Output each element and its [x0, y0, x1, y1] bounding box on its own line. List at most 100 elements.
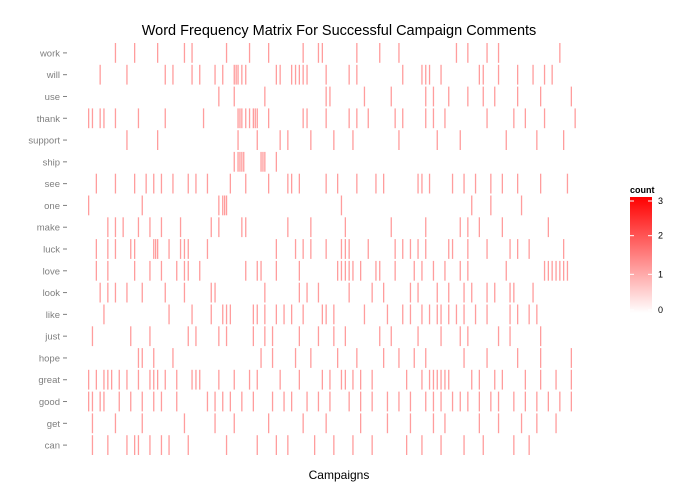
y-tick-label: luck — [43, 245, 60, 256]
heatmap-cell — [291, 304, 293, 325]
heatmap-cell — [528, 239, 530, 259]
heatmap-cell — [233, 86, 235, 107]
heatmap-cell — [555, 369, 557, 390]
heatmap-cell — [107, 260, 109, 281]
heatmap-cell — [524, 108, 526, 129]
heatmap-cell — [482, 435, 484, 455]
heatmap-cell — [225, 195, 228, 216]
heatmap-cell — [444, 108, 446, 129]
heatmap-cell — [497, 326, 500, 347]
heatmap-cell — [436, 369, 438, 390]
heatmap-cell — [536, 391, 538, 412]
heatmap-cell — [570, 348, 572, 368]
heatmap-cell — [490, 391, 492, 412]
heatmap-cell — [386, 304, 389, 325]
heatmap-cell — [321, 43, 323, 63]
heatmap-cell — [509, 239, 511, 259]
heatmap-cell — [459, 391, 461, 412]
heatmap-cell — [107, 239, 109, 259]
heatmap-cell — [245, 108, 247, 129]
heatmap-cell — [344, 239, 346, 259]
heatmap-cell — [239, 151, 241, 172]
heatmap-cell — [310, 217, 312, 238]
heatmap-cell — [168, 304, 170, 325]
heatmap-cell — [164, 369, 166, 390]
y-tick-label: good — [39, 397, 60, 408]
heatmap-cell — [233, 413, 235, 434]
heatmap-cell — [306, 64, 308, 85]
heatmap-cell — [329, 369, 331, 390]
heatmap-cell — [141, 195, 143, 216]
heatmap-cell — [337, 348, 339, 368]
heatmap-cell — [256, 304, 258, 325]
heatmap-cell — [99, 391, 101, 412]
heatmap-cell — [302, 239, 304, 259]
heatmap-cell — [517, 304, 519, 325]
heatmap-cell — [202, 108, 205, 129]
heatmap-cell — [513, 391, 515, 412]
heatmap-cell — [340, 195, 343, 216]
heatmap-cell — [428, 173, 431, 194]
heatmap-cell — [248, 108, 251, 129]
y-tick-label: will — [46, 70, 60, 81]
heatmap-cell — [547, 217, 549, 238]
heatmap-cell — [88, 195, 90, 216]
heatmap-cell — [107, 435, 109, 455]
heatmap-cell — [302, 108, 304, 129]
heatmap-cell — [356, 173, 358, 194]
legend-colorbar — [630, 197, 652, 313]
legend-title: count — [630, 185, 655, 195]
heatmap-cell — [199, 64, 201, 85]
heatmap-cell — [187, 326, 189, 347]
heatmap-cell — [298, 369, 300, 390]
heatmap-cell — [95, 173, 97, 194]
heatmap-cell — [528, 304, 530, 325]
heatmap-cell — [494, 86, 496, 107]
heatmap-cell — [543, 260, 546, 281]
heatmap-cell — [302, 43, 304, 63]
heatmap-cell — [287, 173, 289, 194]
heatmap-cell — [513, 282, 515, 303]
heatmap-cell — [559, 260, 561, 281]
heatmap-cell — [107, 282, 109, 303]
heatmap-cell — [183, 282, 186, 303]
heatmap-cell — [344, 260, 346, 281]
heatmap-cell — [486, 304, 488, 325]
heatmap-cell — [155, 239, 157, 259]
heatmap-cell — [459, 326, 461, 347]
heatmap-cell — [566, 260, 569, 281]
heatmap-cell — [206, 239, 209, 259]
heatmap-cell — [298, 326, 300, 347]
heatmap-cell — [306, 391, 308, 412]
heatmap-cell — [402, 108, 404, 129]
heatmap-cell — [344, 369, 346, 390]
heatmap-cell — [474, 304, 477, 325]
heatmap-cell — [164, 282, 166, 303]
heatmap-cell — [467, 326, 469, 347]
heatmap-cell — [325, 413, 327, 434]
heatmap-cell — [210, 304, 212, 325]
heatmap-cell — [463, 348, 465, 368]
heatmap-cell — [467, 260, 469, 281]
heatmap-cell — [455, 43, 458, 63]
heatmap-cell — [187, 173, 189, 194]
heatmap-cell — [95, 260, 97, 281]
heatmap-cell — [356, 348, 358, 368]
heatmap-cell — [448, 304, 450, 325]
heatmap-cell — [333, 326, 335, 347]
heatmap-cell — [260, 151, 262, 172]
heatmap-cell — [126, 64, 128, 85]
heatmap-cell — [413, 348, 415, 368]
heatmap-cell — [425, 86, 427, 107]
heatmap-cell — [287, 130, 289, 150]
heatmap-cell — [153, 369, 155, 390]
heatmap-cell — [494, 282, 496, 303]
heatmap-cell — [310, 130, 312, 150]
heatmap-cell — [421, 260, 423, 281]
heatmap-cell — [570, 391, 572, 412]
heatmap-cell — [214, 282, 216, 303]
heatmap-cell — [225, 43, 228, 63]
y-tick-label: thank — [37, 114, 60, 125]
heatmap-cell — [137, 108, 140, 129]
heatmap-cell — [241, 391, 243, 412]
